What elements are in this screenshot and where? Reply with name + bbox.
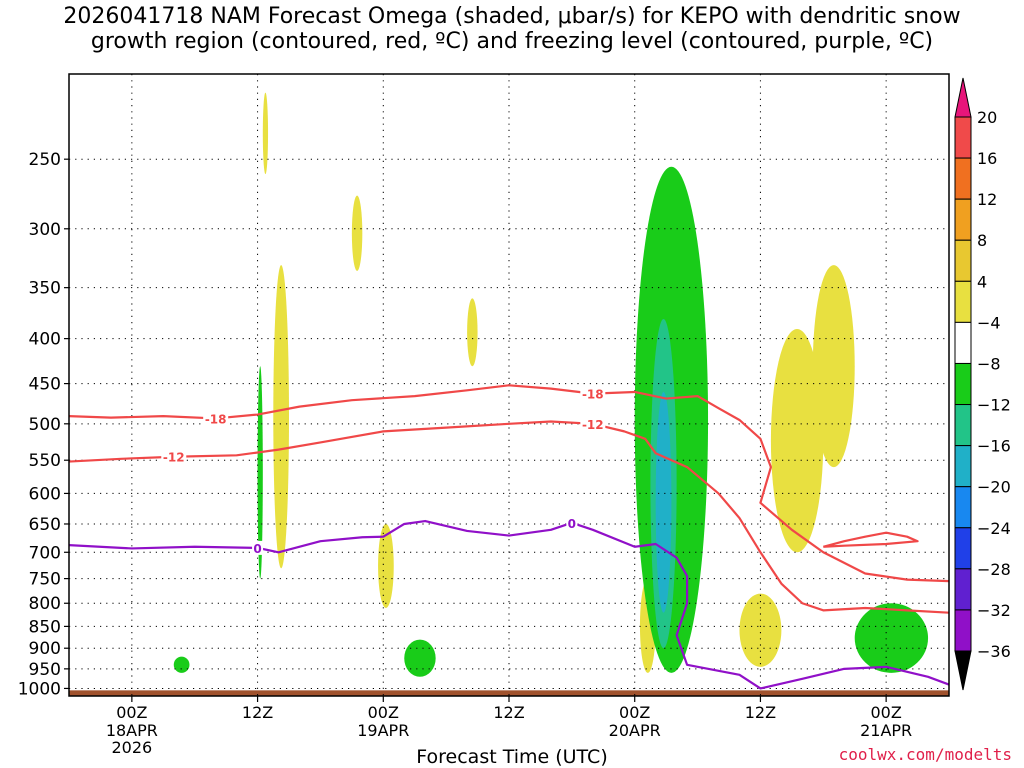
- contour-label-1-1: -12: [582, 418, 604, 432]
- colorbar-bottom-arrow: [954, 650, 972, 691]
- y-tick-label-250: 250: [29, 150, 61, 170]
- y-tick-label-550: 550: [29, 451, 61, 471]
- contour-label-bg-1-1: [580, 416, 606, 431]
- colorbar-swatch-11: [954, 568, 972, 611]
- colorbar-swatch-3: [954, 239, 972, 282]
- colorbar-label-1: 16: [977, 149, 997, 168]
- contour-1: [69, 420, 949, 614]
- contour-label-3-1: 0: [568, 517, 576, 531]
- colorbar-top-arrow: [954, 77, 972, 118]
- contour-label-3-0: 0: [253, 542, 261, 556]
- contour-label-1-0: -12: [163, 451, 185, 465]
- y-tick-label-400: 400: [29, 330, 61, 350]
- colorbar-swatch-10: [954, 527, 972, 570]
- omega-shading: [173, 92, 929, 677]
- colorbar-swatch-6: [954, 362, 972, 406]
- y-tick-label-700: 700: [29, 543, 61, 563]
- x-tick-sublabel-6-1: 2026: [111, 738, 152, 757]
- x-tick-label-18: 12Z: [242, 703, 273, 722]
- omega-region-15: [655, 391, 672, 613]
- y-tick-label-350: 350: [29, 279, 61, 299]
- colorbar-label-8: −16: [977, 437, 1011, 456]
- colorbar-swatch-12: [954, 609, 972, 652]
- y-tick-label-850: 850: [29, 617, 61, 637]
- colorbar-swatch-7: [954, 404, 972, 447]
- contour-label-bg-1-0: [161, 449, 187, 464]
- x-tick-sublabel-6-0: 18APR: [106, 721, 158, 740]
- colorbar-label-11: −28: [977, 560, 1011, 579]
- y-tick-label-500: 500: [29, 415, 61, 435]
- y-tick-label-450: 450: [29, 375, 61, 395]
- y-tick-label-900: 900: [29, 639, 61, 659]
- contour-label-bg-3-1: [566, 515, 578, 530]
- x-tick-label-42: 12Z: [493, 703, 524, 722]
- contour-0: [69, 384, 949, 583]
- omega-region-9: [257, 366, 263, 579]
- y-tick-label-950: 950: [29, 660, 61, 680]
- colorbar-label-7: −12: [977, 396, 1011, 415]
- contour-2: [823, 531, 919, 548]
- y-tick-label-1000: 1000: [18, 679, 61, 699]
- y-tick-label-600: 600: [29, 484, 61, 504]
- colorbar-swatch-8: [954, 445, 972, 488]
- omega-region-7: [739, 593, 782, 667]
- colorbar-label-2: 12: [977, 190, 997, 209]
- x-tick-label-66: 12Z: [745, 703, 776, 722]
- chart-title-line2: growth region (contoured, red, ºC) and f…: [90, 29, 934, 54]
- contour-label-bg-0-1: [580, 386, 606, 401]
- terrain-fill: [69, 690, 949, 696]
- colorbar-label-9: −20: [977, 478, 1011, 497]
- y-tick-label-300: 300: [29, 220, 61, 240]
- colorbar: 20 16 12 8 4 −4 −8 −12 −16 −20 −24 −28 −32 −36: [954, 77, 1011, 691]
- colorbar-swatch-5: [954, 321, 972, 364]
- colorbar-swatch-2: [954, 198, 972, 241]
- contour-lines: -18 -18 -12 -12 0 0: [69, 384, 949, 690]
- x-tick-sublabel-78-0: 21APR: [860, 721, 912, 740]
- y-tick-label-800: 800: [29, 594, 61, 614]
- x-tick-label-54: 00Z: [619, 703, 650, 722]
- x-tick-label-78: 00Z: [870, 703, 901, 722]
- omega-region-5: [770, 328, 824, 553]
- colorbar-swatch-4: [954, 280, 972, 323]
- colorbar-swatch-1: [954, 157, 972, 200]
- colorbar-label-0: 20: [977, 108, 997, 127]
- colorbar-label-5: −4: [977, 313, 1001, 332]
- y-tick-label-650: 650: [29, 515, 61, 535]
- omega-region-1: [262, 92, 269, 175]
- omega-region-3: [467, 298, 478, 367]
- y-axis: 2503003504004505005506006507007508008509…: [18, 150, 69, 699]
- colorbar-label-10: −24: [977, 519, 1011, 538]
- omega-region-12: [404, 639, 436, 677]
- omega-region-0: [273, 265, 289, 569]
- x-tick-sublabel-54-0: 20APR: [609, 721, 661, 740]
- contour-label-0-0: -18: [205, 412, 227, 426]
- colorbar-swatch-0: [954, 116, 972, 159]
- contour-label-bg-3-0: [252, 540, 264, 555]
- y-tick-label-750: 750: [29, 570, 61, 590]
- chart-title: 2026041718 NAM Forecast Omega (shaded, μ…: [0, 4, 1024, 54]
- colorbar-label-4: 4: [977, 272, 987, 291]
- site-credit: coolwx.com/modelts: [838, 745, 1012, 764]
- contour-label-0-1: -18: [582, 388, 604, 402]
- colorbar-label-12: −32: [977, 601, 1011, 620]
- omega-region-6: [812, 265, 855, 468]
- colorbar-label-3: 8: [977, 231, 987, 250]
- x-tick-sublabel-30-0: 19APR: [357, 721, 409, 740]
- omega-region-4: [378, 523, 394, 608]
- terrain-band: [69, 690, 949, 696]
- x-tick-label-30: 00Z: [368, 703, 399, 722]
- x-tick-label-6: 00Z: [116, 703, 147, 722]
- contour-label-bg-0-0: [203, 411, 229, 426]
- colorbar-label-13: −36: [977, 642, 1011, 661]
- x-axis-title: Forecast Time (UTC): [416, 746, 608, 768]
- omega-region-2: [351, 195, 363, 271]
- omega-region-13: [173, 656, 190, 673]
- colorbar-label-6: −8: [977, 354, 1001, 373]
- chart-title-line1: 2026041718 NAM Forecast Omega (shaded, μ…: [63, 4, 961, 29]
- omega-region-11: [854, 603, 929, 673]
- contour-3: [69, 519, 949, 690]
- colorbar-swatch-9: [954, 486, 972, 529]
